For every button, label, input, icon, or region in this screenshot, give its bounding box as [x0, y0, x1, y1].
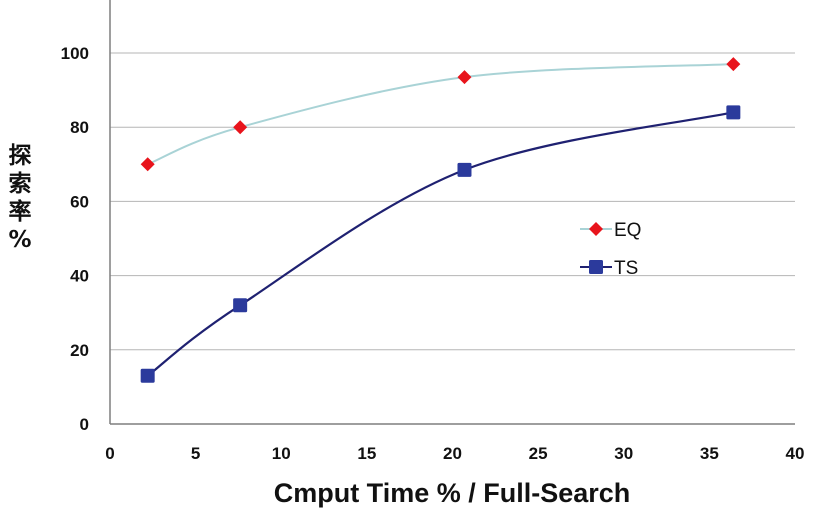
legend-label-ts: TS: [614, 258, 638, 279]
y-tick-label-0: 0: [80, 415, 89, 434]
x-tick-label-30: 30: [614, 444, 633, 463]
y-axis-label-char-3: %: [8, 227, 31, 253]
data-point-ts-1: [233, 298, 248, 313]
series-line-eq: [147, 63, 734, 166]
x-tick-label-20: 20: [443, 444, 462, 463]
gridlines: [110, 52, 795, 351]
x-axis-label: Cmput Time % / Full-Search: [274, 478, 631, 508]
data-point-ts-0: [140, 368, 155, 383]
data-point-eq-0: [140, 157, 155, 172]
y-axis-label-char-2: 率: [9, 198, 32, 225]
series-line-ts: [147, 111, 734, 377]
y-tick-label-20: 20: [70, 341, 89, 360]
legend-label-eq: EQ: [614, 220, 641, 241]
legend-marker-eq: [589, 222, 603, 236]
data-point-ts-3: [726, 105, 741, 120]
x-tick-label-35: 35: [700, 444, 719, 463]
series-markers: [140, 57, 741, 383]
y-axis-label-char-1: 索: [9, 171, 32, 197]
data-point-eq-1: [233, 120, 248, 135]
legend-marker-ts: [589, 260, 603, 274]
legend: EQ TS: [580, 220, 641, 279]
y-axis-label: 探索率%: [8, 143, 31, 253]
data-point-eq-2: [457, 70, 472, 85]
y-tick-labels: 0 20 40 60 80 100: [61, 44, 89, 434]
y-tick-label-80: 80: [70, 118, 89, 137]
x-tick-label-15: 15: [357, 444, 376, 463]
y-axis-label-char-0: 探: [9, 143, 32, 169]
series-lines: [147, 63, 734, 377]
y-tick-label-100: 100: [61, 44, 89, 63]
y-tick-label-60: 60: [70, 192, 89, 211]
y-tick-label-40: 40: [70, 267, 89, 286]
x-tick-label-5: 5: [191, 444, 200, 463]
x-tick-label-10: 10: [272, 444, 291, 463]
x-tick-label-0: 0: [105, 444, 114, 463]
x-tick-label-25: 25: [529, 444, 548, 463]
axes: [109, 0, 795, 425]
x-tick-label-40: 40: [786, 444, 805, 463]
data-point-eq-3: [726, 57, 741, 72]
x-tick-labels: 0 5 10 15 20 25 30 35 40: [105, 444, 804, 463]
data-point-ts-2: [457, 162, 472, 177]
